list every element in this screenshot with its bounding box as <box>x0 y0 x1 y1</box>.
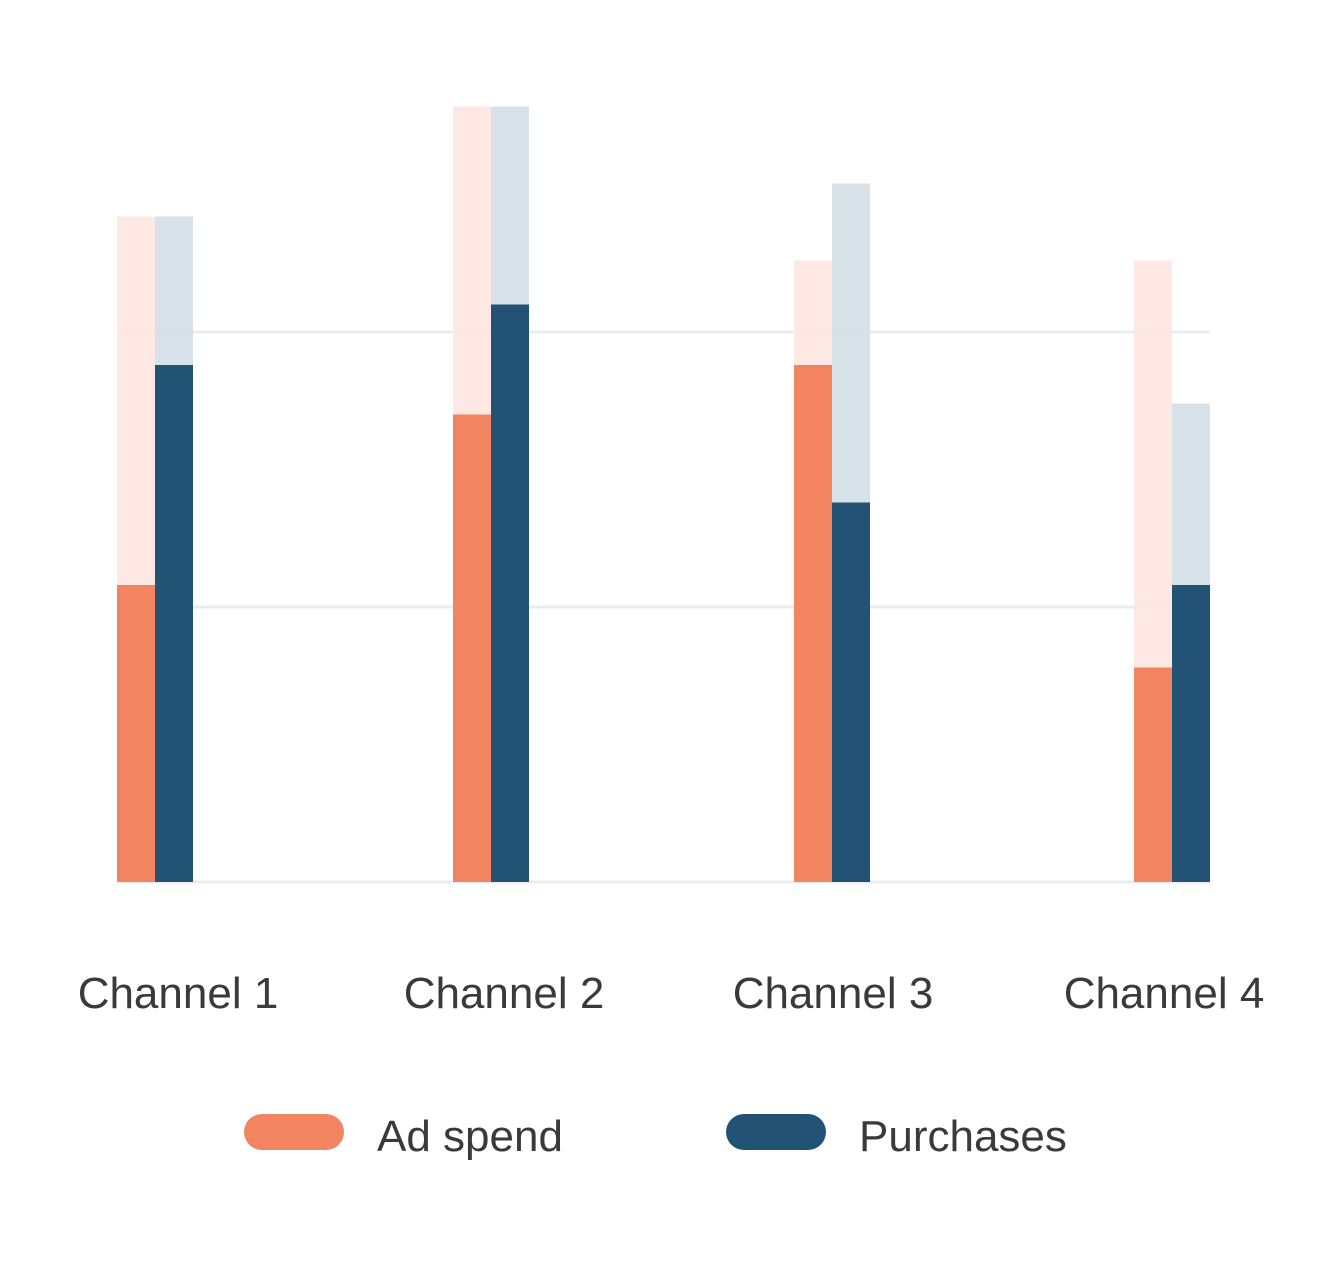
legend-swatch-purchases <box>726 1114 826 1150</box>
bar-ad-spend-channel-4 <box>1134 667 1172 882</box>
legend: Ad spend Purchases <box>244 1112 1067 1161</box>
category-label-1: Channel 1 <box>78 969 279 1018</box>
bar-purchases-channel-4 <box>1172 585 1210 882</box>
grid-layer <box>117 330 1210 884</box>
bar-purchases-channel-1 <box>155 365 193 882</box>
legend-swatch-ad-spend <box>244 1114 344 1150</box>
category-labels: Channel 1 Channel 2 Channel 3 Channel 4 <box>78 969 1265 1018</box>
category-label-3: Channel 3 <box>733 969 934 1018</box>
legend-label-purchases: Purchases <box>859 1112 1067 1161</box>
category-label-2: Channel 2 <box>404 969 605 1018</box>
legend-label-ad-spend: Ad spend <box>377 1112 563 1161</box>
bar-purchases-channel-3 <box>832 502 870 882</box>
bar-ad-spend-channel-1 <box>117 585 155 882</box>
bar-ad-spend-channel-3 <box>794 365 832 882</box>
bar-ad-spend-channel-2 <box>453 414 491 882</box>
category-label-4: Channel 4 <box>1064 969 1265 1018</box>
bar-layer <box>117 106 1210 882</box>
bar-purchases-channel-2 <box>491 304 529 882</box>
